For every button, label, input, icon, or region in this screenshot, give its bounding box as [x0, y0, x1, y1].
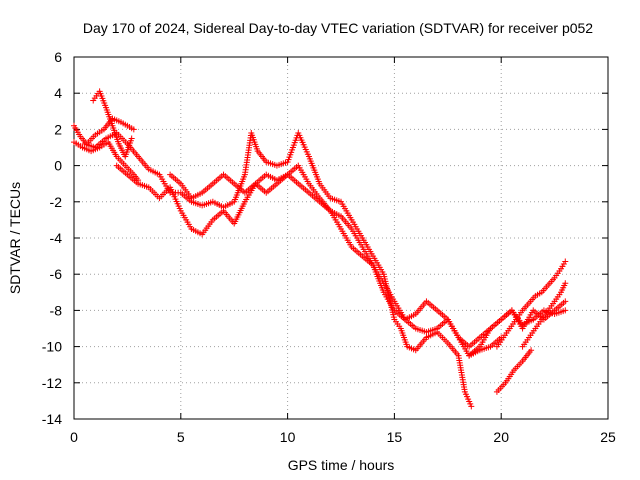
y-tick-label: -4 [50, 230, 63, 246]
axis-ticks: 0 5 10 15 20 25 -14 -12 -10 -8 -6 -4 -2 0 2 4 6 [42, 49, 616, 445]
x-tick-label: 25 [600, 429, 616, 445]
x-tick-label: 10 [280, 429, 296, 445]
y-tick-label: -10 [42, 339, 62, 355]
data-point [128, 135, 135, 142]
chart-title: Day 170 of 2024, Sidereal Day-to-day VTE… [83, 20, 593, 36]
y-tick-label: -14 [42, 411, 62, 427]
y-tick-label: 4 [54, 85, 62, 101]
data-point [562, 280, 569, 287]
y-axis-label: SDTVAR / TECUs [7, 182, 23, 294]
y-tick-label: -2 [50, 194, 63, 210]
y-tick-label: 0 [54, 158, 62, 174]
data-point [468, 403, 475, 410]
data-point [562, 298, 569, 305]
data-points [71, 88, 569, 410]
grid [74, 57, 608, 419]
data-point [130, 126, 137, 133]
x-tick-label: 5 [177, 429, 185, 445]
data-point [528, 347, 535, 354]
data-point [562, 307, 569, 314]
y-tick-label: -8 [50, 302, 63, 318]
y-tick-label: -6 [50, 266, 63, 282]
x-tick-label: 15 [387, 429, 403, 445]
x-tick-label: 0 [70, 429, 78, 445]
data-point [562, 258, 569, 265]
x-axis-label: GPS time / hours [288, 457, 395, 473]
y-tick-label: 6 [54, 49, 62, 65]
y-tick-label: -12 [42, 375, 62, 391]
x-tick-label: 20 [493, 429, 509, 445]
y-tick-label: 2 [54, 121, 62, 137]
